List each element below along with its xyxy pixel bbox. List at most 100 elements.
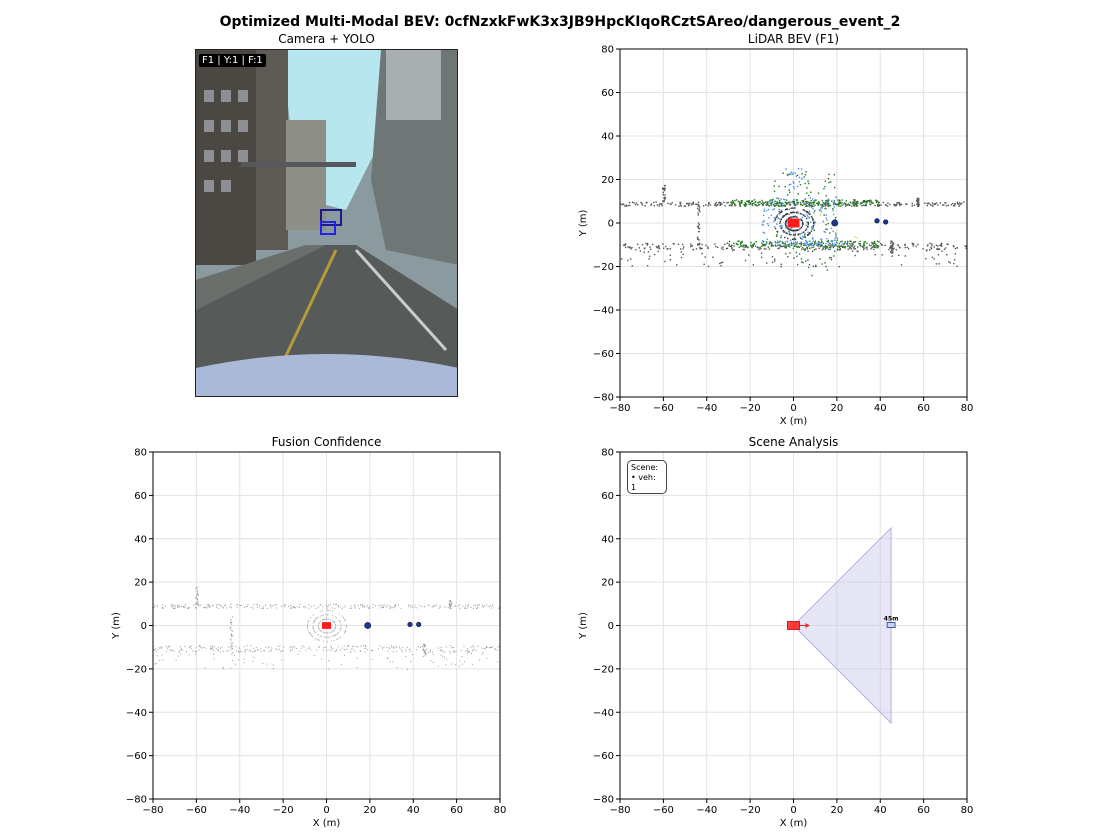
lidar-point	[762, 214, 765, 217]
lidar-point	[917, 203, 920, 205]
lidar-point	[789, 229, 791, 231]
lidar-point	[196, 591, 198, 593]
lidar-point	[335, 626, 337, 628]
lidar-point	[798, 246, 801, 248]
lidar-point	[230, 633, 232, 635]
lidar-point	[184, 645, 186, 647]
lidar-point	[822, 220, 825, 223]
lidar-point	[846, 242, 849, 244]
lidar-point	[814, 210, 816, 212]
y-tick-label: −40	[593, 306, 614, 317]
lidar-point	[325, 632, 327, 634]
lidar-point	[423, 649, 425, 651]
lidar-point	[821, 204, 823, 206]
lidar-point	[327, 632, 329, 634]
lidar-point	[891, 249, 893, 251]
lidar-point	[766, 241, 768, 244]
lidar-point	[848, 245, 850, 247]
lidar-point	[368, 608, 370, 610]
lidar-point	[334, 651, 336, 653]
lidar-point	[674, 204, 677, 206]
lidar-point	[283, 646, 285, 648]
lidar-point	[807, 215, 809, 218]
lidar-point	[471, 653, 473, 655]
lidar-point	[716, 246, 719, 249]
lidar-point	[272, 605, 274, 607]
lidar-point	[855, 201, 857, 203]
lidar-point	[807, 224, 809, 226]
lidar-point	[482, 605, 484, 607]
lidar-point	[262, 607, 264, 609]
lidar-point	[783, 204, 785, 207]
lidar-point	[879, 242, 882, 245]
lidar-point	[204, 607, 206, 609]
lidar-point	[356, 666, 358, 668]
lidar-point	[824, 185, 826, 188]
lidar-point	[812, 203, 815, 205]
lidar-point	[946, 243, 948, 246]
x-tick-label: 40	[874, 805, 887, 816]
lidar-point	[253, 647, 255, 649]
lidar-point	[345, 626, 347, 628]
lidar-point	[333, 629, 335, 631]
lidar-point	[762, 203, 764, 205]
x-tick-label: 20	[831, 805, 844, 816]
lidar-point	[779, 244, 781, 246]
lidar-point	[292, 607, 294, 609]
lidar-point	[307, 622, 309, 624]
lidar-point	[803, 236, 805, 238]
lidar-point	[194, 650, 196, 652]
lidar-point	[893, 203, 895, 206]
lidar-point	[343, 606, 345, 608]
lidar-point	[628, 201, 631, 204]
lidar-point	[235, 645, 237, 647]
lidar-point	[250, 645, 252, 647]
lidar-point	[425, 652, 427, 654]
lidar-point	[223, 668, 225, 670]
lidar-point	[808, 210, 811, 213]
lidar-point	[874, 204, 876, 207]
lidar-point	[929, 242, 931, 245]
lidar-point	[336, 649, 338, 651]
lidar-point	[708, 203, 710, 205]
lidar-point	[354, 607, 356, 609]
lidar-point	[319, 615, 321, 617]
lidar-point	[896, 203, 898, 206]
lidar-point	[813, 223, 816, 225]
lidar-point	[327, 636, 329, 638]
lidar-point	[160, 647, 162, 649]
lidar-point	[332, 620, 334, 622]
lidar-point	[178, 651, 180, 653]
lidar-point	[334, 627, 336, 629]
lidar-point	[657, 246, 659, 249]
lidar-point	[226, 650, 228, 652]
lidar-point	[411, 605, 413, 607]
lidar-point	[799, 228, 801, 230]
lidar-point	[875, 201, 878, 203]
y-tick-label: 80	[601, 45, 614, 56]
lidar-point	[454, 664, 456, 666]
lidar-point	[633, 202, 635, 204]
lidar-point	[331, 649, 333, 651]
lidar-point	[861, 205, 863, 207]
lidar-point	[761, 223, 763, 226]
lidar-point	[707, 205, 709, 207]
lidar-point	[805, 192, 808, 194]
lidar-point	[472, 650, 474, 652]
vehicle-marker	[364, 622, 372, 629]
lidar-point	[815, 242, 817, 244]
lidar-point	[197, 594, 199, 596]
lidar-point	[221, 646, 223, 648]
lidar-point	[320, 603, 322, 605]
lidar-point	[326, 641, 328, 643]
lidar-point	[196, 602, 198, 604]
lidar-point	[813, 201, 815, 203]
lidar-point	[825, 228, 827, 230]
lidar-point	[842, 243, 845, 246]
lidar-point	[891, 245, 894, 248]
lidar-point	[658, 246, 660, 248]
lidar-point	[231, 616, 233, 618]
lidar-point	[754, 245, 757, 247]
lidar-point	[353, 650, 355, 652]
lidar-point	[688, 204, 690, 206]
